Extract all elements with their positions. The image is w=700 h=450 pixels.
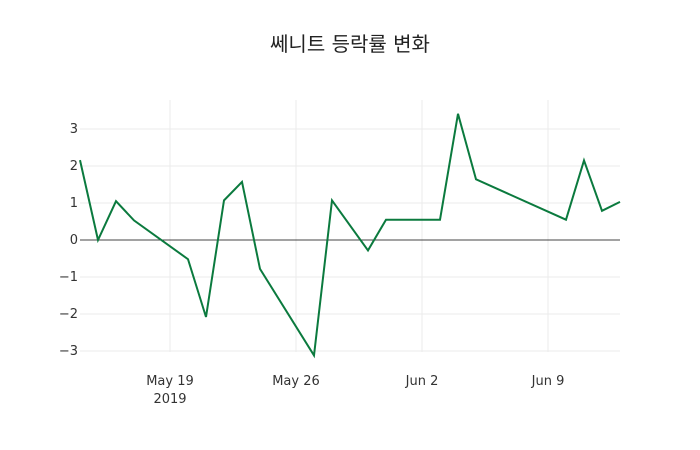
y-tick-label: 0 — [70, 233, 78, 248]
y-tick-label: −1 — [59, 270, 78, 285]
y-tick-label: −3 — [59, 344, 78, 359]
y-tick-label: 1 — [70, 196, 78, 211]
y-tick-label: 2 — [70, 159, 78, 174]
x-tick-year-label: 2019 — [153, 392, 186, 407]
series-line — [79, 113, 621, 359]
y-tick-label: 3 — [70, 122, 78, 137]
chart-title: 쎄니트 등락률 변화 — [270, 32, 430, 56]
x-grid — [169, 100, 549, 352]
x-tick-label: May 19 — [146, 374, 194, 389]
x-tick-label: Jun 2 — [405, 374, 439, 389]
y-tick-label: −2 — [59, 307, 78, 322]
x-tick-label: May 26 — [272, 374, 320, 389]
x-tick-label: Jun 9 — [531, 374, 565, 389]
